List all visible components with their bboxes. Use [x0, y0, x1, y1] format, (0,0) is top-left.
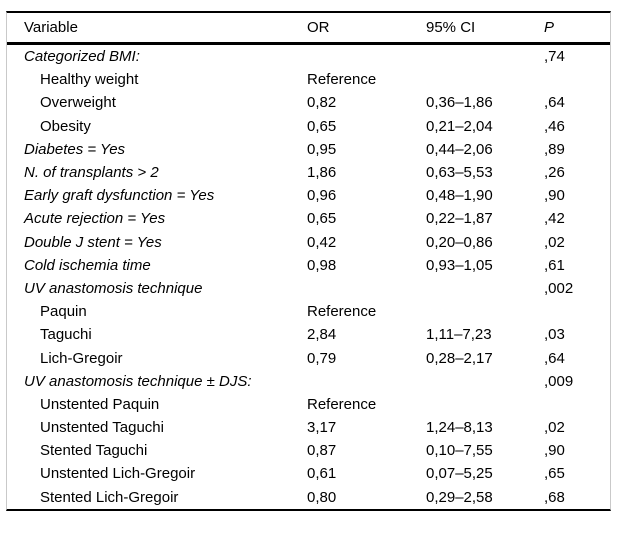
- table-body: Categorized BMI: ,74 Healthy weight Refe…: [7, 45, 610, 509]
- p-value-cell: ,90: [544, 188, 565, 204]
- variable-cell: Lich-Gregoir: [40, 350, 123, 366]
- ci-cell: 0,22–1,87: [426, 211, 493, 227]
- ci-cell: 1,11–7,23: [426, 327, 492, 343]
- or-cell: 3,17: [307, 420, 337, 436]
- p-value-cell: ,89: [544, 141, 565, 157]
- or-cell: 0,82: [307, 95, 337, 111]
- ci-cell: 0,21–2,04: [426, 118, 493, 134]
- variable-cell: Unstented Lich-Gregoir: [40, 466, 196, 482]
- variable-cell: Taguchi: [40, 327, 92, 343]
- or-cell: Reference: [307, 304, 377, 320]
- table-row: Stented Lich-Gregoir 0,80 0,29–2,58 ,68: [7, 486, 610, 509]
- table-row: Cold ischemia time 0,98 0,93–1,05 ,61: [7, 254, 610, 277]
- p-value-cell: ,002: [544, 280, 574, 296]
- table-row: UV anastomosis technique ± DJS: ,009: [7, 370, 610, 393]
- variable-cell: Unstented Taguchi: [40, 420, 164, 436]
- column-header-ci: 95% CI: [426, 20, 476, 35]
- table-row: Lich-Gregoir 0,79 0,28–2,17 ,64: [7, 346, 610, 369]
- p-value-cell: ,009: [544, 373, 574, 389]
- variable-cell: Healthy weight: [40, 72, 139, 88]
- table-row: Unstented Paquin Reference: [7, 393, 610, 416]
- table-row: Stented Taguchi 0,87 0,10–7,55 ,90: [7, 439, 610, 462]
- table-row: Unstented Taguchi 3,17 1,24–8,13 ,02: [7, 416, 610, 439]
- table-row: Paquin Reference: [7, 300, 610, 323]
- variable-cell: UV anastomosis technique ± DJS:: [24, 373, 252, 389]
- p-value-cell: ,46: [544, 118, 565, 134]
- table-row: Early graft dysfunction = Yes 0,96 0,48–…: [7, 184, 610, 207]
- p-value-cell: ,02: [544, 234, 565, 250]
- or-cell: 0,65: [307, 118, 337, 134]
- column-header-p: P: [544, 20, 555, 35]
- p-value-cell: ,74: [544, 49, 565, 65]
- regression-results-table: Variable OR 95% CI P Categorized BMI: ,7…: [6, 11, 611, 511]
- table-row: Obesity 0,65 0,21–2,04 ,46: [7, 115, 610, 138]
- ci-cell: 0,36–1,86: [426, 95, 493, 111]
- p-value-cell: ,65: [544, 466, 565, 482]
- variable-cell: N. of transplants > 2: [24, 165, 159, 181]
- table-row: N. of transplants > 2 1,86 0,63–5,53 ,26: [7, 161, 610, 184]
- p-value-cell: ,90: [544, 443, 565, 459]
- table-row: Categorized BMI: ,74: [7, 45, 610, 68]
- variable-cell: UV anastomosis technique: [24, 280, 203, 296]
- variable-cell: Double J stent = Yes: [24, 234, 162, 250]
- table-row: Unstented Lich-Gregoir 0,61 0,07–5,25 ,6…: [7, 462, 610, 485]
- ci-cell: 0,48–1,90: [426, 188, 493, 204]
- table-row: Healthy weight Reference: [7, 68, 610, 91]
- variable-cell: Acute rejection = Yes: [24, 211, 166, 227]
- table-row: Overweight 0,82 0,36–1,86 ,64: [7, 91, 610, 114]
- variable-cell: Cold ischemia time: [24, 257, 151, 273]
- p-value-cell: ,03: [544, 327, 565, 343]
- p-value-cell: ,02: [544, 420, 565, 436]
- ci-cell: 0,63–5,53: [426, 165, 493, 181]
- table-header-row: Variable OR 95% CI P: [7, 13, 610, 45]
- or-cell: 0,95: [307, 141, 337, 157]
- p-value-cell: ,64: [544, 350, 565, 366]
- variable-cell: Paquin: [40, 304, 87, 320]
- column-header-or: OR: [307, 20, 330, 35]
- or-cell: 0,80: [307, 489, 337, 505]
- variable-cell: Unstented Paquin: [40, 396, 160, 412]
- p-value-cell: ,68: [544, 489, 565, 505]
- or-cell: 2,84: [307, 327, 337, 343]
- or-cell: 0,98: [307, 257, 337, 273]
- table-row: UV anastomosis technique ,002: [7, 277, 610, 300]
- variable-cell: Stented Lich-Gregoir: [40, 489, 179, 505]
- ci-cell: 0,20–0,86: [426, 234, 493, 250]
- or-cell: 0,42: [307, 234, 337, 250]
- ci-cell: 0,44–2,06: [426, 141, 493, 157]
- p-value-cell: ,42: [544, 211, 565, 227]
- p-value-cell: ,64: [544, 95, 565, 111]
- table-row: Acute rejection = Yes 0,65 0,22–1,87 ,42: [7, 207, 610, 230]
- or-cell: 0,96: [307, 188, 337, 204]
- or-cell: 0,87: [307, 443, 337, 459]
- ci-cell: 0,28–2,17: [426, 350, 493, 366]
- p-value-cell: ,26: [544, 165, 565, 181]
- or-cell: 0,79: [307, 350, 337, 366]
- or-cell: 0,61: [307, 466, 337, 482]
- or-cell: 0,65: [307, 211, 337, 227]
- column-header-variable: Variable: [24, 20, 78, 35]
- variable-cell: Categorized BMI:: [24, 49, 140, 65]
- variable-cell: Early graft dysfunction = Yes: [24, 188, 215, 204]
- table-row: Diabetes = Yes 0,95 0,44–2,06 ,89: [7, 138, 610, 161]
- table-row: Double J stent = Yes 0,42 0,20–0,86 ,02: [7, 231, 610, 254]
- variable-cell: Diabetes = Yes: [24, 141, 126, 157]
- variable-cell: Stented Taguchi: [40, 443, 148, 459]
- ci-cell: 0,29–2,58: [426, 489, 493, 505]
- ci-cell: 0,93–1,05: [426, 257, 493, 273]
- ci-cell: 0,07–5,25: [426, 466, 493, 482]
- variable-cell: Overweight: [40, 95, 116, 111]
- p-value-cell: ,61: [544, 257, 565, 273]
- table-row: Taguchi 2,84 1,11–7,23 ,03: [7, 323, 610, 346]
- or-cell: Reference: [307, 72, 377, 88]
- variable-cell: Obesity: [40, 118, 91, 134]
- or-cell: Reference: [307, 396, 377, 412]
- ci-cell: 0,10–7,55: [426, 443, 493, 459]
- ci-cell: 1,24–8,13: [426, 420, 493, 436]
- or-cell: 1,86: [307, 165, 337, 181]
